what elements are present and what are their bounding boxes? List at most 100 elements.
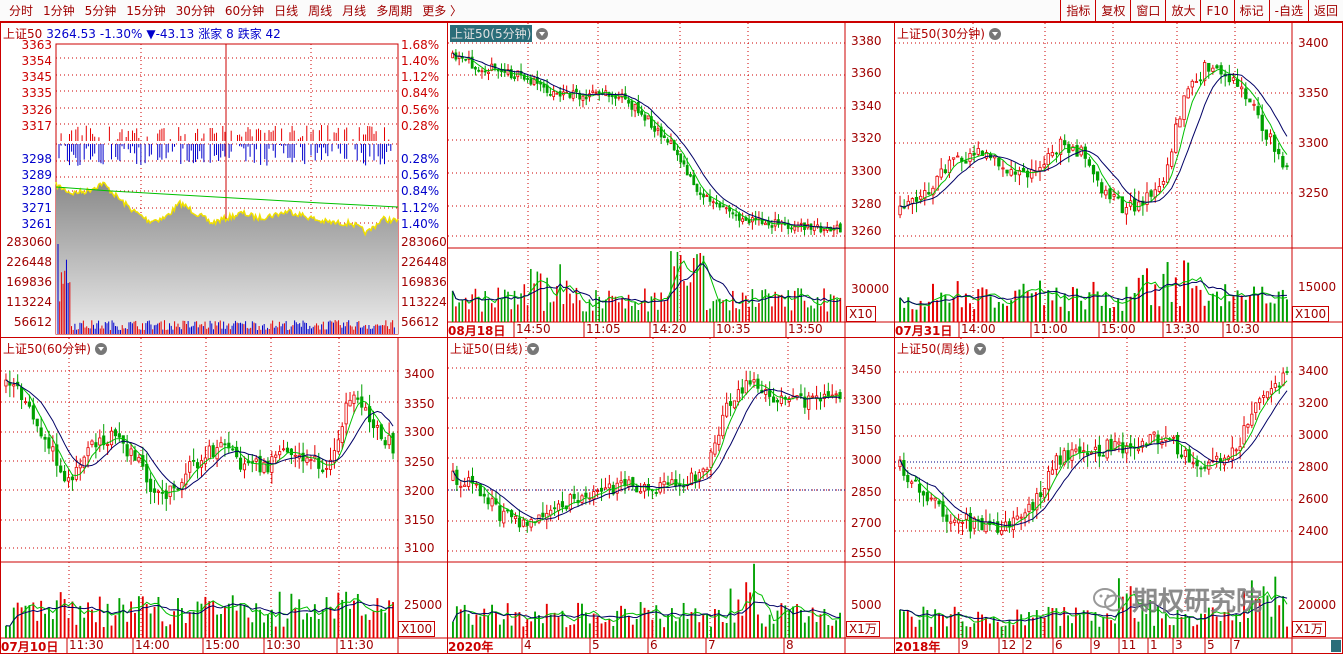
time-axis-label: 12 — [1001, 638, 1017, 652]
candle-body — [747, 219, 751, 224]
axis-label: 3260 — [851, 224, 882, 238]
candle-body — [741, 218, 744, 222]
candle-body — [917, 483, 922, 493]
candle-body — [713, 442, 717, 455]
candle-body — [1187, 449, 1191, 463]
candle-body — [332, 450, 336, 463]
candle-body — [555, 92, 559, 95]
candle-body — [701, 468, 705, 473]
candle-body — [617, 96, 621, 99]
candle-body — [59, 465, 63, 473]
axis-label: 2800 — [1298, 460, 1329, 474]
candle-body — [1091, 164, 1096, 175]
candle-body — [509, 69, 513, 79]
axis-label: 0.84% — [401, 86, 440, 100]
watermark-text: 期权研究院 — [1132, 587, 1263, 617]
5min-chart-panel[interactable]: 上证50(5分钟) 3380 3360 3340 3320 3300 3280 3260 30… — [447, 22, 895, 338]
toolbar-button[interactable]: 指标 — [1060, 0, 1095, 22]
scroll-handle[interactable] — [1331, 640, 1341, 652]
candle-body — [575, 88, 578, 93]
candle-body — [463, 484, 467, 487]
daily-chart-panel[interactable]: 上证50(日线) 3450 3300 3150 3000 2850 2700 2550 500… — [447, 337, 895, 654]
candle-body — [1240, 86, 1244, 90]
period-tab[interactable]: 日线 — [274, 4, 299, 18]
period-tab[interactable]: 1分钟 — [43, 4, 75, 18]
settings-dropdown-icon[interactable] — [526, 342, 539, 355]
30min-chart-panel[interactable]: 上证50(30分钟) 3400 3350 3300 3250 15000 X100 07… — [894, 22, 1343, 338]
time-axis-label: 11:30 — [69, 638, 104, 652]
candle-body — [352, 394, 356, 404]
candle-body — [23, 401, 28, 404]
period-tab[interactable]: 多周期 — [376, 4, 413, 18]
candle-body — [822, 228, 826, 231]
candle-body — [1179, 454, 1184, 458]
settings-dropdown-icon[interactable] — [988, 27, 1001, 40]
candle-body — [1112, 194, 1116, 197]
candle-body — [619, 480, 623, 484]
toolbar-button[interactable]: 放大 — [1165, 0, 1200, 22]
time-axis-label: 5 — [1207, 638, 1215, 652]
toolbar-button[interactable]: 复权 — [1095, 0, 1130, 22]
candle-body — [1262, 395, 1266, 398]
candle-body — [94, 442, 98, 448]
toolbar-button[interactable]: 标记 — [1233, 0, 1269, 22]
candle-body — [1007, 521, 1012, 528]
period-tab[interactable]: 60分钟 — [224, 4, 265, 18]
candle-body — [594, 91, 598, 94]
settings-dropdown-icon[interactable] — [973, 342, 986, 355]
weekly-header: 上证50(周线) — [897, 340, 986, 357]
period-tab[interactable]: 周线 — [308, 4, 333, 18]
candle-body — [168, 485, 172, 497]
period-tab[interactable]: 更多 〉 — [422, 4, 463, 18]
intraday-chart-panel[interactable]: 上证50 3264.53 -1.30% ▼-43.13 涨家 8 跌家 42 3… — [0, 22, 448, 338]
toolbar-button[interactable]: -自选 — [1268, 0, 1308, 22]
candle-body — [309, 459, 313, 461]
period-tab[interactable]: 分时 — [9, 4, 34, 18]
weekly-chart-panel[interactable]: 上证50(周线) 3400 3200 3000 2800 2600 2400 20000 X… — [894, 337, 1343, 654]
period-tab[interactable]: 月线 — [342, 4, 367, 18]
candle-body — [542, 83, 546, 88]
candle-body — [968, 512, 972, 532]
candle-body — [1252, 103, 1256, 106]
time-axis-label: 14:00 — [961, 322, 996, 336]
candle-body — [521, 519, 525, 527]
candle-body — [176, 488, 180, 491]
axis-label: 113224 — [401, 295, 447, 309]
ma-long-line — [899, 390, 1288, 526]
candle-body — [732, 400, 737, 409]
axis-label: 3200 — [1298, 396, 1329, 410]
candle-body — [646, 484, 651, 491]
candle-body — [513, 515, 518, 520]
candle-body — [109, 430, 114, 446]
time-axis-label: 13:50 — [788, 322, 823, 336]
axis-label: 2600 — [1298, 492, 1329, 506]
candle-body — [1144, 443, 1148, 446]
candle-body — [1268, 133, 1273, 138]
settings-dropdown-icon[interactable] — [94, 342, 107, 355]
toolbar-button[interactable]: 窗口 — [1130, 0, 1165, 22]
period-tab[interactable]: 5分钟 — [84, 4, 117, 18]
candle-body — [1082, 450, 1086, 453]
period-tab[interactable]: 30分钟 — [175, 4, 215, 18]
candle-body — [480, 70, 484, 73]
60min-chart-panel[interactable]: 上证50(60分钟) 3400 3350 3300 3250 3200 3150 3100 2… — [0, 337, 448, 654]
axis-label: 3400 — [1298, 36, 1329, 50]
candle-body — [391, 433, 395, 454]
period-tab[interactable]: 15分钟 — [126, 4, 166, 18]
time-axis-label: 7 — [708, 638, 716, 652]
candle-body — [467, 477, 471, 487]
axis-label: 3320 — [851, 131, 882, 145]
toolbar-button[interactable]: F10 — [1200, 0, 1233, 22]
toolbar-button[interactable]: 返回 — [1307, 0, 1343, 22]
settings-dropdown-icon[interactable] — [536, 27, 549, 40]
candle-body — [1109, 438, 1113, 451]
candle-body — [931, 187, 935, 196]
axis-label: 56612 — [401, 315, 440, 329]
candle-body — [1254, 402, 1258, 413]
candle-body — [86, 447, 90, 457]
candle-body — [133, 450, 137, 461]
axis-label: 3280 — [851, 197, 882, 211]
candle-body — [1124, 207, 1129, 215]
candle-body — [141, 455, 145, 467]
period-toolbar: 分时 1分钟 5分钟 15分钟 30分钟 60分钟 日线 周线 月线 多周期 更多 〉 指标 复权 窗口… — [0, 0, 1343, 22]
